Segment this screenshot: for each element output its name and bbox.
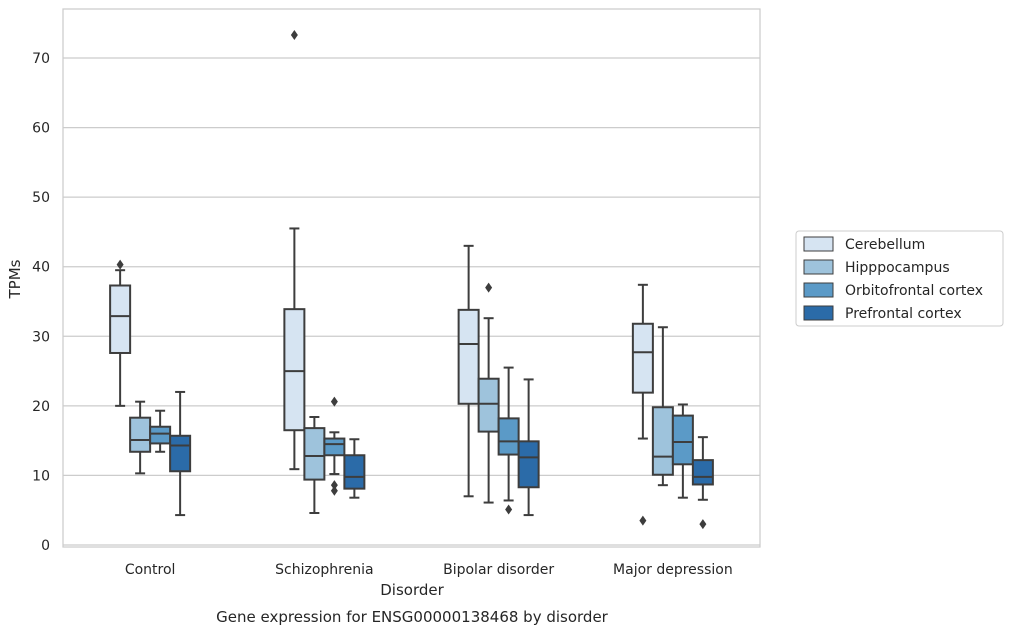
- y-tick-label: 10: [32, 468, 50, 484]
- box-plot: [457, 244, 480, 498]
- y-tick-labels: 0 10 20 30 40 50 60 70: [32, 51, 50, 554]
- legend-label: Prefrontal cortex: [845, 306, 962, 322]
- legend-swatch: [803, 259, 834, 275]
- legend-label: Orbitofrontal cortex: [845, 283, 983, 299]
- legend-swatch: [803, 282, 834, 298]
- y-tick-label: 70: [32, 51, 50, 67]
- box-plot: [631, 283, 654, 526]
- box-plot: [691, 436, 714, 530]
- outlier-marker: [290, 30, 298, 41]
- outlier-marker: [485, 282, 493, 293]
- legend-swatch: [803, 305, 834, 321]
- box-plot: [671, 403, 694, 499]
- legend-label: Hipppocampus: [845, 260, 950, 276]
- x-tick-label: Bipolar disorder: [443, 562, 554, 578]
- y-axis-title: TPMs: [6, 259, 24, 299]
- outlier-marker: [639, 515, 647, 526]
- box-plot: [323, 396, 346, 496]
- iqr-box: [149, 425, 172, 445]
- box-plot: [149, 409, 172, 453]
- iqr-box: [303, 427, 326, 481]
- iqr-box: [323, 437, 346, 457]
- plot-area-frame: [62, 8, 761, 548]
- box-plot: [129, 400, 152, 475]
- iqr-box: [691, 459, 714, 486]
- x-tick-label: Major depression: [613, 562, 733, 578]
- outlier-marker: [116, 259, 124, 270]
- legend-frame: [795, 230, 1004, 327]
- box-plot: [169, 390, 192, 517]
- iqr-box: [169, 434, 192, 473]
- chart-caption: Gene expression for ENSG00000138468 by d…: [216, 608, 609, 626]
- iqr-box: [631, 322, 654, 394]
- outlier-marker: [699, 519, 707, 530]
- outlier-marker: [330, 480, 338, 491]
- iqr-box: [283, 308, 306, 432]
- y-tick-label: 30: [32, 329, 50, 345]
- legend: Cerebellum Hipppocampus Orbitofrontal cort…: [795, 230, 1004, 327]
- box-plot: [343, 438, 366, 499]
- iqr-box: [497, 417, 520, 456]
- x-axis-title: Disorder: [380, 581, 444, 599]
- box-plot: [517, 378, 540, 517]
- y-tick-label: 20: [32, 399, 50, 415]
- x-tick-labels: Control Schizophrenia Bipolar disorder Majo…: [125, 562, 733, 578]
- outlier-marker: [505, 504, 513, 515]
- iqr-box: [651, 406, 674, 476]
- legend-label: Cerebellum: [845, 237, 925, 253]
- box-plot: [477, 282, 500, 504]
- y-tick-label: 50: [32, 190, 50, 206]
- box-plot: [109, 259, 132, 407]
- box-plot: [283, 30, 306, 471]
- iqr-box: [129, 416, 152, 453]
- outlier-marker: [330, 485, 338, 496]
- legend-swatch: [803, 236, 834, 252]
- iqr-box: [671, 414, 694, 466]
- y-tick-label: 40: [32, 260, 50, 276]
- box-plot: [497, 366, 520, 515]
- iqr-box: [457, 308, 480, 405]
- outlier-marker: [330, 396, 338, 407]
- y-tick-label: 60: [32, 121, 50, 137]
- x-tick-label: Control: [125, 562, 176, 578]
- iqr-box: [343, 454, 366, 490]
- x-tick-label: Schizophrenia: [275, 562, 373, 578]
- box-plot: [303, 415, 326, 514]
- iqr-box: [477, 377, 500, 433]
- box-plot: [651, 326, 674, 487]
- box-plots: [109, 30, 714, 530]
- y-tick-label: 0: [41, 538, 50, 554]
- iqr-box: [109, 284, 132, 354]
- iqr-box: [517, 440, 540, 489]
